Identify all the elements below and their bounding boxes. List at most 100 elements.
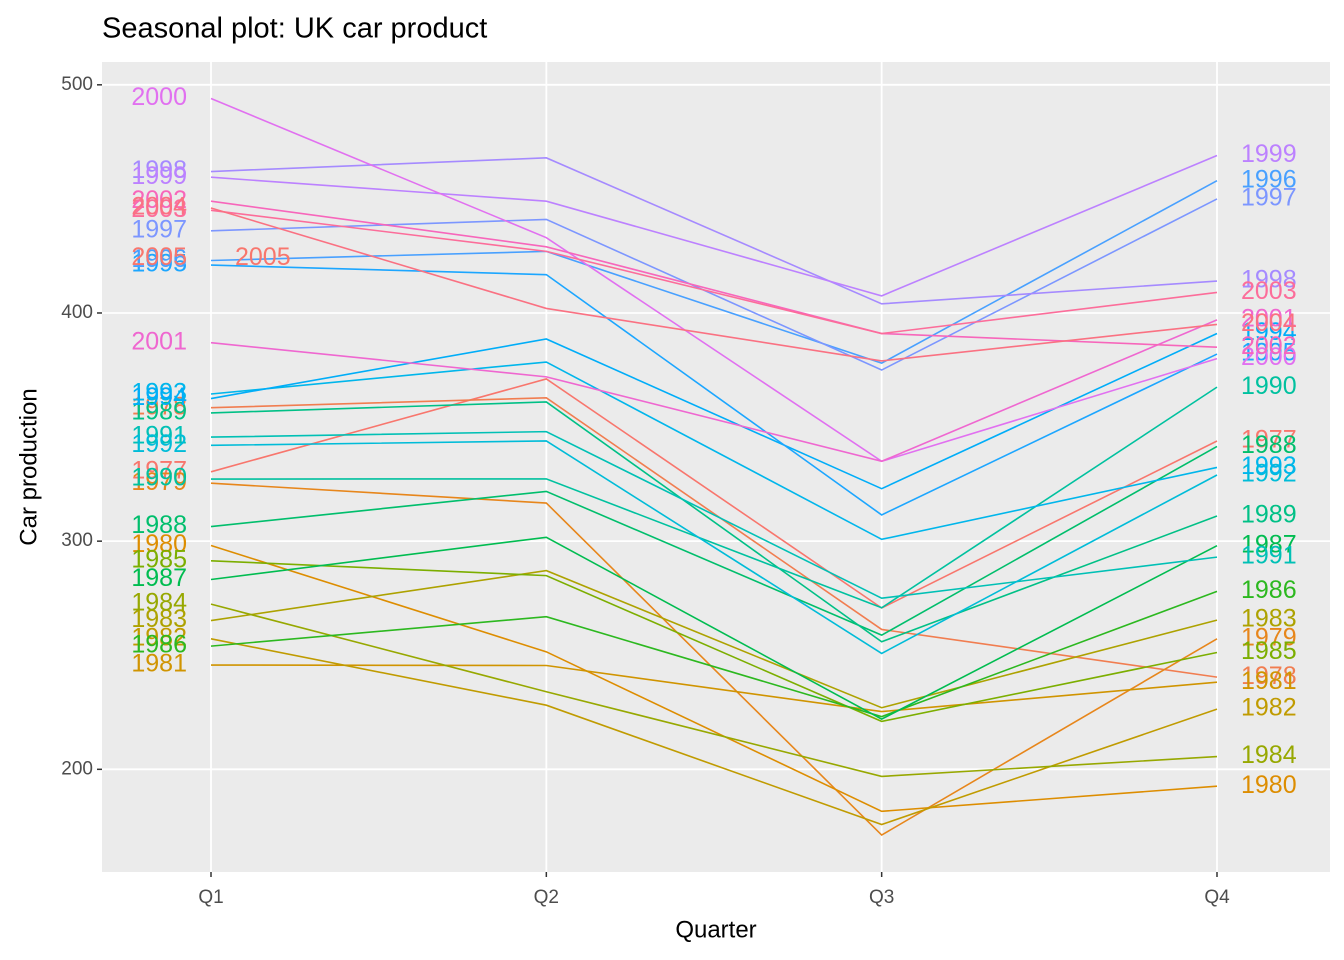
series-end-label: 1991: [1241, 542, 1297, 570]
series-line: [210, 361, 1218, 541]
series-line: [210, 482, 1218, 837]
series-line: [210, 332, 1218, 490]
series-end-label: 2005: [235, 243, 291, 271]
series-end-label: 1990: [1241, 372, 1297, 400]
series-end-label: 1987: [1241, 530, 1297, 558]
series-line: [210, 179, 1218, 365]
series-end-label: 1995: [1241, 339, 1297, 367]
series-start-label: 1982: [131, 623, 187, 651]
series-line: [210, 386, 1218, 609]
series-start-label: 2004: [131, 193, 187, 221]
series-start-label: 1991: [131, 422, 187, 450]
series-end-label: 1986: [1241, 576, 1297, 604]
series-start-label: 1994: [131, 383, 187, 411]
series-line: [210, 154, 1218, 297]
series-start-label: 2001: [131, 327, 187, 355]
y-tick-label: 500: [61, 74, 93, 95]
labels: 1977 1977 1978 1978 1979 1979 1980 1980 1981 1981…: [131, 83, 1296, 799]
series-start-label: 1984: [131, 589, 187, 617]
series-end-label: 1988: [1241, 431, 1297, 459]
series-start-label: 1983: [131, 605, 187, 633]
series-start-label: 1992: [131, 430, 187, 458]
series-end-label: 1992: [1241, 460, 1297, 488]
series-end-label: 1983: [1241, 605, 1297, 633]
series-end-label: 1985: [1241, 637, 1297, 665]
panel: [102, 62, 1330, 872]
series-end-label: 2002: [1241, 332, 1297, 360]
series-line: [210, 319, 1218, 463]
series-end-label: 1979: [1241, 623, 1297, 651]
series-line: [210, 200, 1218, 349]
series-end-label: 2003: [1241, 277, 1297, 305]
series-end-label: 2001: [1241, 304, 1297, 332]
series-start-label: 1995: [131, 250, 187, 278]
series-end-label: 1996: [1241, 165, 1297, 193]
series-line: [210, 264, 1218, 516]
series-start-label: 1989: [131, 398, 187, 426]
series-line: [210, 445, 1218, 637]
series-start-label: 1988: [131, 511, 187, 539]
series-end-label: 1982: [1241, 694, 1297, 722]
series-end-label: 1989: [1241, 501, 1297, 529]
series-line: [210, 207, 1218, 362]
series-end-label: 2000: [1241, 343, 1297, 371]
series-end-label: 1998: [1241, 266, 1297, 294]
x-tick-label: Q4: [1204, 887, 1230, 908]
series-end-label: 1984: [1241, 741, 1297, 769]
series-line: [210, 664, 1218, 713]
series-end-label: 1977: [1241, 426, 1297, 454]
series-end-label: 1980: [1241, 771, 1297, 799]
series-line: [210, 97, 1218, 463]
x-tick-label: Q1: [198, 887, 223, 908]
series-start-label: 1986: [131, 631, 187, 659]
series-start-label: 1978: [131, 392, 187, 420]
series-end-label: 1994: [1241, 318, 1297, 346]
x-tick-label: Q2: [534, 887, 559, 908]
series-line: [210, 590, 1218, 718]
series-line: [210, 378, 1218, 609]
series-start-label: 2003: [131, 195, 187, 223]
series-start-label: 1987: [131, 564, 187, 592]
series-start-label: 1993: [131, 379, 187, 407]
y-tick-label: 300: [61, 530, 93, 551]
series-end-label: 1999: [1241, 140, 1297, 168]
series-start-label: 1979: [131, 468, 187, 496]
grid: [97, 62, 1330, 877]
series-end-label: 1993: [1241, 452, 1297, 480]
series-line: [210, 559, 1218, 723]
series-start-label: 1999: [131, 162, 187, 190]
series-line: [210, 430, 1218, 600]
series-end-label: 2004: [1241, 309, 1297, 337]
series-line: [210, 198, 1218, 371]
series-line: [210, 440, 1218, 655]
series-start-label: 2002: [131, 186, 187, 214]
series-start-label: 1980: [131, 530, 187, 558]
chart-title: Seasonal plot: UK car product: [102, 13, 487, 45]
y-axis-title: Car production: [15, 388, 42, 545]
series-start-label: 1997: [131, 215, 187, 243]
x-axis-title: Quarter: [675, 916, 756, 943]
series-end-label: 1997: [1241, 184, 1297, 212]
series-start-label: 1990: [131, 464, 187, 492]
series-start-label: 1981: [131, 650, 187, 678]
series-line: [210, 569, 1218, 709]
series-line: [210, 157, 1218, 305]
series-line: [210, 536, 1218, 721]
series-start-label: 2000: [131, 83, 187, 111]
series-line: [210, 603, 1218, 778]
y-tick-label: 200: [61, 758, 93, 779]
series-line: [210, 544, 1218, 813]
series-line: [210, 209, 1218, 335]
series-line: [210, 401, 1218, 643]
series-start-label: 1977: [131, 456, 187, 484]
y-tick-label: 400: [61, 302, 93, 323]
series-start-label: 1996: [131, 245, 187, 273]
series-start-label: 1985: [131, 545, 187, 573]
lines: [210, 97, 1218, 837]
series-start-label: 1998: [131, 156, 187, 184]
x-tick-label: Q3: [869, 887, 894, 908]
series-end-label: 1978: [1241, 662, 1297, 690]
series-end-label: 1981: [1241, 667, 1297, 695]
series-start-label: 2005: [131, 243, 187, 271]
